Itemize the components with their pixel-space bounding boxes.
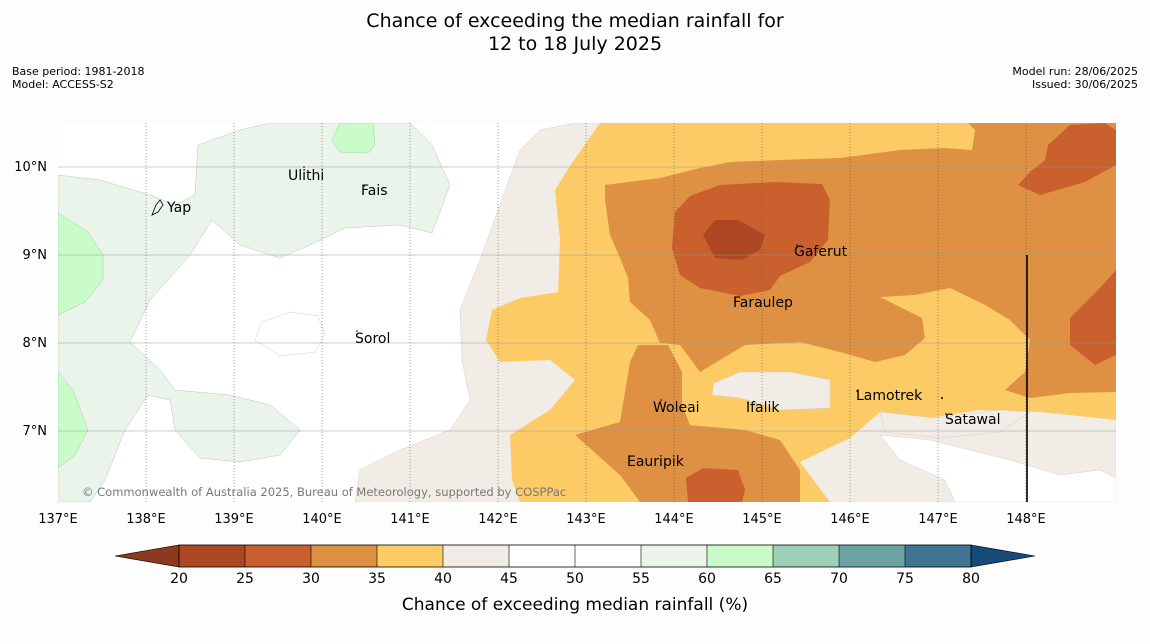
band-60-65-north xyxy=(331,123,376,154)
lat-label: 10°N xyxy=(14,160,47,175)
lon-label: 142°E xyxy=(478,512,518,527)
place-woleai: Woleai xyxy=(653,400,700,416)
latitude-labels: 10°N 9°N 8°N 7°N xyxy=(14,160,47,439)
band-25-30-northeast xyxy=(1018,123,1116,195)
chart-title: Chance of exceeding the median rainfall … xyxy=(0,10,1150,56)
lon-label: 145°E xyxy=(742,512,782,527)
colorbar-high-arrow xyxy=(970,544,1036,568)
colorbar-tick: 80 xyxy=(962,571,980,587)
band-20-25 xyxy=(703,220,765,260)
lat-label: 7°N xyxy=(23,424,48,439)
colorbar-tick: 60 xyxy=(698,571,716,587)
place-eauripik: Eauripik xyxy=(627,454,685,470)
place-labels: Yap Ulithi Fais Gaferut Faraulep Sorol W… xyxy=(166,168,1000,470)
band-25-30-east xyxy=(1070,270,1116,365)
colorbar-ticks: 20 25 30 35 40 45 50 55 60 65 70 75 80 xyxy=(170,571,980,587)
colorbar-seg-55-60 xyxy=(641,545,707,567)
lon-label: 137°E xyxy=(38,512,78,527)
colorbar-tick: 20 xyxy=(170,571,188,587)
lon-label: 139°E xyxy=(214,512,254,527)
copyright-text: © Commonwealth of Australia 2025, Bureau… xyxy=(82,485,566,499)
colorbar-seg-20-25 xyxy=(179,545,245,567)
lon-label: 147°E xyxy=(918,512,958,527)
issued-date: Issued: 30/06/2025 xyxy=(1031,78,1138,91)
lat-label: 9°N xyxy=(23,248,48,263)
colorbar-seg-40-45 xyxy=(443,545,509,567)
colorbar-tick: 70 xyxy=(830,571,848,587)
band-45-55-east xyxy=(879,434,1116,502)
meta-right: Model run: 28/06/2025 Issued: 30/06/2025 xyxy=(1012,65,1138,91)
colorbar-seg-50-55 xyxy=(575,545,641,567)
place-satawal: Satawal xyxy=(945,412,1000,428)
colorbar-seg-60-65 xyxy=(707,545,773,567)
place-ulithi: Ulithi xyxy=(288,168,324,184)
place-ifalik: Ifalik xyxy=(746,400,780,416)
colorbar-tick: 30 xyxy=(302,571,320,587)
colorbar-seg-25-30 xyxy=(245,545,311,567)
band-40-45-lens xyxy=(711,371,831,411)
lon-label: 140°E xyxy=(302,512,342,527)
colorbar: 20 25 30 35 40 45 50 55 60 65 70 75 80 C… xyxy=(114,544,1036,615)
island-markers xyxy=(303,166,947,457)
colorbar-tick: 65 xyxy=(764,571,782,587)
gridlines xyxy=(58,166,1116,432)
colorbar-tick: 45 xyxy=(500,571,518,587)
band-60-65-southwest xyxy=(58,371,89,469)
map-plot-area xyxy=(58,123,1116,502)
base-period: Base period: 1981-2018 xyxy=(12,65,145,78)
band-60-65-west xyxy=(58,212,104,316)
lat-label: 8°N xyxy=(23,336,48,351)
band-45-55-island xyxy=(254,311,326,357)
lon-label: 138°E xyxy=(126,512,166,527)
colorbar-tick: 75 xyxy=(896,571,914,587)
model-name: Model: ACCESS-S2 xyxy=(12,78,114,91)
place-faraulep: Faraulep xyxy=(733,295,793,311)
colorbar-tick: 25 xyxy=(236,571,254,587)
place-lamotrek: Lamotrek xyxy=(856,388,923,404)
colorbar-seg-30-35 xyxy=(311,545,377,567)
place-sorol: Sorol xyxy=(355,331,390,347)
model-run: Model run: 28/06/2025 xyxy=(1012,65,1138,78)
colorbar-seg-70-75 xyxy=(839,545,905,567)
colorbar-tick: 35 xyxy=(368,571,386,587)
place-fais: Fais xyxy=(361,183,388,199)
colorbar-title: Chance of exceeding median rainfall (%) xyxy=(402,595,748,615)
meta-left: Base period: 1981-2018 Model: ACCESS-S2 xyxy=(12,65,144,91)
place-yap: Yap xyxy=(166,200,191,216)
colorbar-seg-45-50 xyxy=(509,545,575,567)
colorbar-seg-35-40 xyxy=(377,545,443,567)
longitude-labels: 137°E 138°E 139°E 140°E 141°E 142°E 143°… xyxy=(38,512,1046,527)
place-gaferut: Gaferut xyxy=(794,244,848,260)
title-line-2: 12 to 18 July 2025 xyxy=(487,33,663,55)
colorbar-low-arrow xyxy=(114,544,180,568)
lon-label: 143°E xyxy=(566,512,606,527)
colorbar-tick: 40 xyxy=(434,571,452,587)
colorbar-seg-75-80 xyxy=(905,545,971,567)
yap-island-shape xyxy=(151,199,164,216)
colorbar-tick: 50 xyxy=(566,571,584,587)
lon-label: 146°E xyxy=(830,512,870,527)
lon-label: 141°E xyxy=(390,512,430,527)
band-25-30-south xyxy=(686,468,745,502)
title-line-1: Chance of exceeding the median rainfall … xyxy=(366,10,784,32)
colorbar-tick: 55 xyxy=(632,571,650,587)
meridians xyxy=(145,123,1027,502)
lon-label: 148°E xyxy=(1006,512,1046,527)
lon-label: 144°E xyxy=(654,512,694,527)
band-30-35-south xyxy=(575,345,800,502)
colorbar-seg-65-70 xyxy=(773,545,839,567)
